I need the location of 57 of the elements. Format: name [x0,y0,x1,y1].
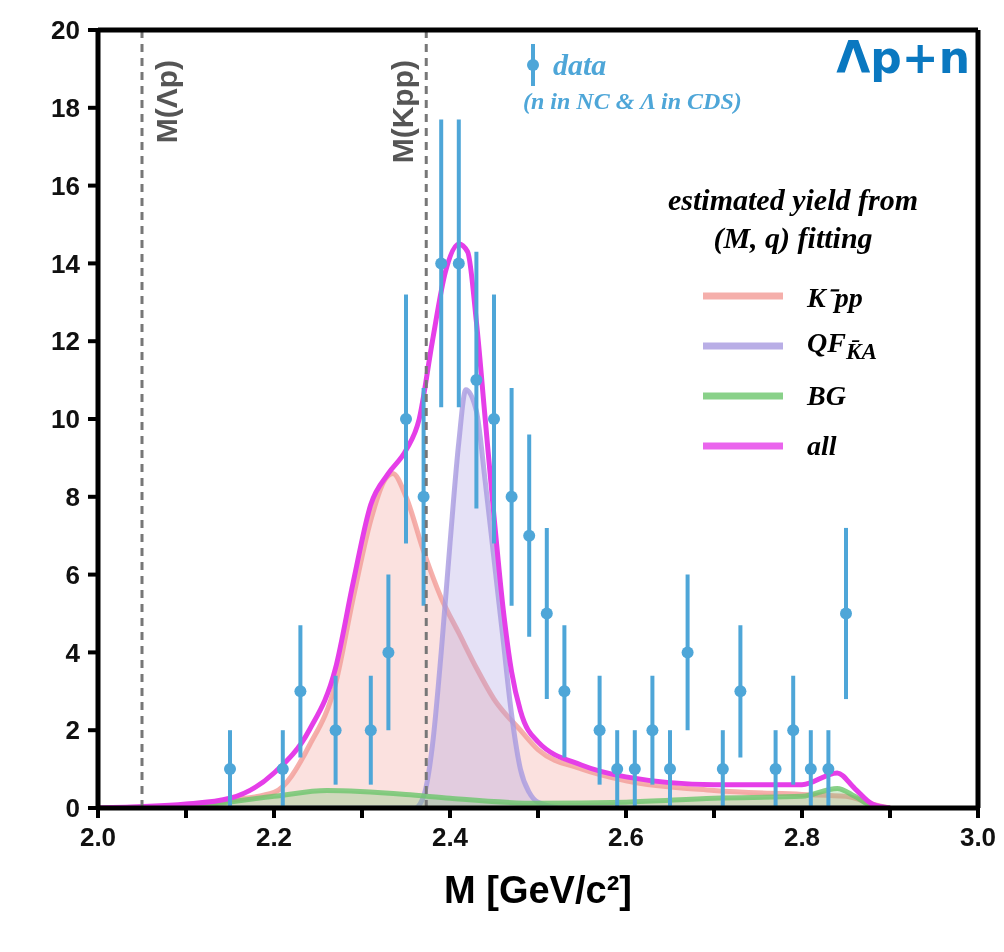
y-tick-label: 20 [51,15,80,46]
y-tick-label: 12 [51,326,80,357]
point [540,607,553,620]
x-tick-label: 2.8 [783,822,821,853]
point [523,529,536,542]
point [804,763,817,776]
y-tick-label: 6 [65,559,80,590]
x-tick-label: 2.2 [255,822,293,853]
ref-line-label: M(Kpp) [385,60,419,164]
point [382,646,395,659]
point [329,724,342,737]
x-tick-label: 3.0 [959,822,997,853]
y-tick-label: 10 [51,404,80,435]
point [435,257,448,270]
point [769,763,782,776]
legend-label: all [807,430,837,461]
legend-label: BG [807,380,846,411]
point [224,763,236,776]
y-tick-label: 14 [51,248,81,279]
y-tick-label: 0 [65,793,80,824]
point [417,490,430,503]
point [505,490,518,503]
point [716,763,729,776]
point [840,607,852,620]
point [681,646,694,659]
y-tick-label: 16 [51,170,80,201]
point [400,413,412,425]
legend-label: QF$_{K̄A}$ [807,327,878,364]
x-tick-label: 2.4 [431,822,469,853]
point [276,763,289,776]
annotation: (n in NC & Λ in CDS) [523,88,742,114]
x-axis-title: M [GeV/c²] [444,869,632,911]
y-tick-label: 4 [65,637,81,668]
point [470,374,483,387]
annotation: Λp+n [836,32,970,83]
y-tick-label: 8 [65,482,80,513]
point [734,685,747,698]
point [822,763,835,776]
x-tick-label: 2.0 [79,822,117,853]
y-tick-label: 2 [65,715,80,746]
point [364,724,377,737]
point [664,763,676,776]
x-tick-label: 2.6 [607,822,645,853]
point [611,763,624,776]
legend-label: K⁻pp [807,282,863,313]
point [628,763,641,776]
legend-label: data [553,48,607,81]
point [488,413,500,425]
point [593,724,606,737]
point [646,724,659,737]
y-tick-label: 18 [51,93,80,124]
point [787,724,800,737]
ref-line-label: M(Λp) [149,60,183,144]
legend-title: estimated yield from (M, q) fitting [668,183,918,254]
point [294,685,307,698]
point [452,257,465,270]
point [558,685,571,698]
